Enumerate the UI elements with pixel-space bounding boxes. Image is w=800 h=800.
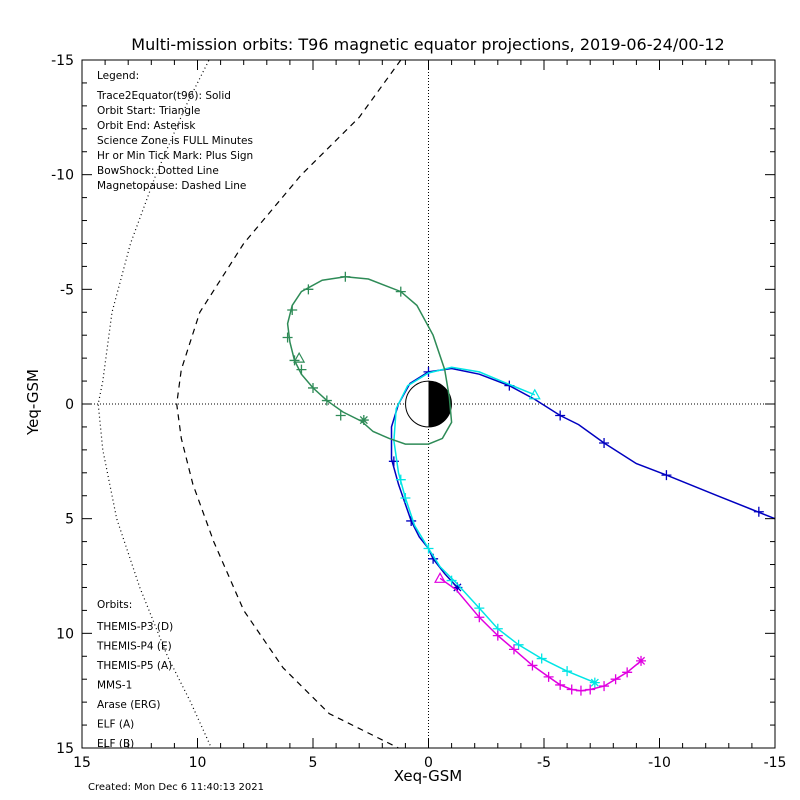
- orbit-legend-item: ELF (A): [97, 719, 134, 731]
- orbit-end-marker: [636, 655, 647, 666]
- x-tick-label: -15: [764, 755, 787, 771]
- orbit-tick-mark: [400, 493, 411, 504]
- orbit-legend-item: Arase (ERG): [97, 699, 160, 711]
- plot-content: [82, 60, 775, 748]
- x-tick-label: 0: [424, 755, 433, 771]
- x-tick-label: 15: [73, 755, 91, 771]
- orbit-line: [439, 577, 642, 692]
- orbit-tick-mark: [296, 364, 307, 375]
- orbit-tick-mark: [321, 395, 332, 406]
- legend-line: BowShock: Dotted Line: [97, 165, 219, 177]
- orbit-tick-mark: [555, 410, 566, 421]
- x-axis-label: Xeq-GSM: [394, 767, 462, 785]
- y-tick-label: 10: [56, 626, 74, 642]
- orbit-tick-mark: [474, 612, 485, 623]
- y-tick-label: -15: [51, 53, 74, 69]
- x-tick-label: -10: [648, 755, 671, 771]
- earth-nightside: [428, 381, 452, 427]
- legend-line: Magnetopause: Dashed Line: [97, 180, 246, 192]
- orbit-tick-mark: [474, 603, 485, 614]
- y-tick-label: -10: [51, 168, 74, 184]
- y-tick-label: 15: [56, 741, 74, 757]
- orbit-end-marker: [589, 677, 600, 688]
- created-timestamp: Created: Mon Dec 6 11:40:13 2021: [88, 782, 264, 793]
- orbit-tick-mark: [406, 515, 417, 526]
- plot-area: 15 10 5 0 -5 -10 -15 -15 -10 -5 0 5 10 15: [51, 53, 787, 771]
- orbit-start-marker: [293, 351, 306, 363]
- orbit-line: [393, 366, 596, 684]
- orbit-legend: Orbits: THEMIS-P3 (D) THEMIS-P4 (E) THEMIS…: [96, 599, 173, 750]
- orbit-tick-mark: [446, 575, 457, 586]
- magnetopause-curve: [176, 60, 402, 748]
- y-tick-label: 0: [65, 397, 74, 413]
- orbit-start-marker: [434, 572, 447, 583]
- orbits-header: Orbits:: [97, 599, 132, 611]
- orbit-tick-mark: [562, 666, 573, 677]
- legend-line: Orbit Start: Triangle: [97, 105, 200, 117]
- orbit-tick-mark: [395, 286, 406, 297]
- orbit-legend-item: ELF (B): [97, 738, 134, 750]
- orbit-legend-item: THEMIS-P5 (A): [96, 660, 172, 672]
- legend: Legend: Trace2Equator(t96): Solid Orbit …: [96, 70, 253, 192]
- legend-header: Legend:: [97, 70, 139, 82]
- orbit-tick-mark: [287, 304, 298, 315]
- legend-line: Trace2Equator(t96): Solid: [96, 90, 231, 102]
- orbit-tick-mark: [303, 284, 314, 295]
- orbit-tick-mark: [527, 660, 538, 671]
- chart-title: Multi-mission orbits: T96 magnetic equat…: [131, 35, 724, 54]
- orbit-tick-mark: [610, 674, 621, 685]
- orbit-start-marker: [528, 388, 541, 400]
- legend-line: Hr or Min Tick Mark: Plus Sign: [97, 150, 253, 162]
- legend-line: Orbit End: Asterisk: [97, 120, 196, 132]
- orbit-tick-mark: [575, 685, 586, 696]
- orbit-tick-mark: [543, 671, 554, 682]
- orbit-legend-item: MMS-1: [97, 680, 132, 692]
- orbit-tick-mark: [622, 667, 633, 678]
- x-tick-label: -5: [537, 755, 551, 771]
- orbit-tick-mark: [308, 382, 318, 393]
- orbit-end-marker: [358, 415, 369, 426]
- orbit-legend-item: THEMIS-P4 (E): [96, 641, 172, 653]
- y-tick-label: 5: [65, 512, 74, 528]
- orbit-tick-mark: [661, 470, 672, 481]
- orbit-tick-mark: [536, 653, 547, 664]
- orbit-line: [286, 275, 453, 445]
- orbit-tick-mark: [513, 639, 524, 650]
- orbit-tick-mark: [599, 437, 610, 448]
- orbit-tick-mark: [423, 543, 434, 554]
- x-tick-label: 10: [189, 755, 207, 771]
- orbit-tick-mark: [585, 684, 596, 695]
- orbit-tick-mark: [508, 644, 519, 655]
- orbit-tick-mark: [395, 474, 406, 485]
- orbit-end-marker: [452, 582, 463, 593]
- x-tick-label: 5: [309, 755, 318, 771]
- y-axis-label: Yeq-GSM: [24, 369, 42, 436]
- orbit-tick-mark: [753, 506, 764, 517]
- legend-line: Science Zone is FULL Minutes: [97, 135, 253, 147]
- orbit-tick-mark: [340, 271, 351, 282]
- orbit-tick-mark: [282, 332, 293, 343]
- orbit-tick-mark: [599, 681, 610, 692]
- orbit-tick-mark: [555, 679, 566, 690]
- orbit-tick-mark: [492, 630, 503, 641]
- orbit-tick-mark: [566, 684, 577, 695]
- y-tick-label: -5: [60, 282, 74, 298]
- orbit-tick-mark: [335, 410, 346, 421]
- orbit-legend-item: THEMIS-P3 (D): [96, 621, 173, 633]
